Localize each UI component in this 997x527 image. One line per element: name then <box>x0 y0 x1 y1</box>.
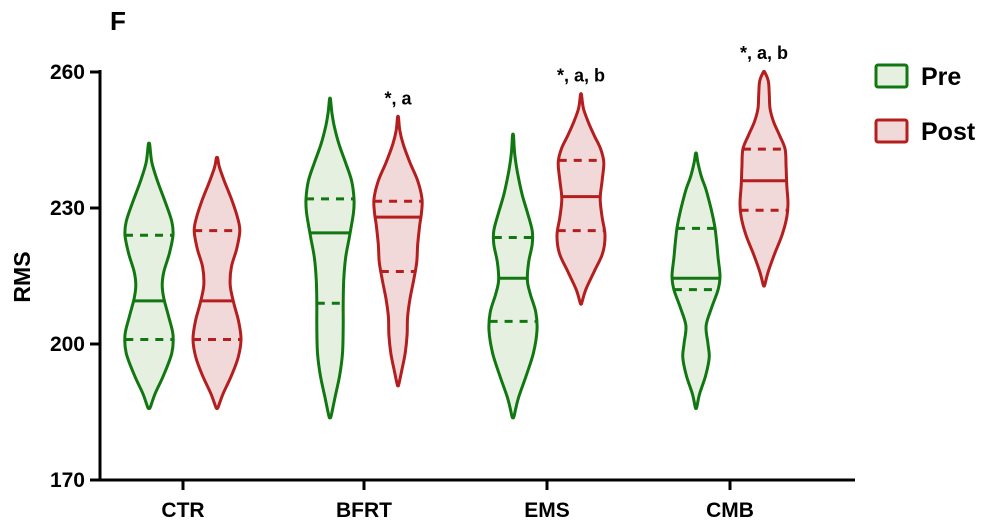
panel-label: F <box>110 6 126 36</box>
violin-body <box>555 92 607 306</box>
x-tick-label: BFRT <box>336 499 392 522</box>
legend-swatch-pre <box>874 63 909 89</box>
y-axis-label: RMS <box>9 251 35 302</box>
violin-pre-ctr <box>123 141 175 410</box>
y-tick-label: 200 <box>50 333 85 356</box>
legend-label-post: Post <box>921 118 976 146</box>
violin-body <box>191 155 243 410</box>
violin-post-bfrt <box>372 114 424 388</box>
legend-swatch-post <box>874 118 909 144</box>
violin-post-ems <box>555 92 607 306</box>
legend-item-post: Post <box>874 118 976 146</box>
x-tick-label: EMS <box>524 499 570 522</box>
significance-label: *, a, b <box>557 66 605 86</box>
legend-item-pre: Pre <box>874 63 961 91</box>
violin-pre-ems <box>487 132 539 420</box>
violin-body <box>372 114 424 388</box>
legend: Pre Post <box>874 63 976 146</box>
violin-body <box>304 96 356 420</box>
legend-label-pre: Pre <box>921 63 961 91</box>
violin-body <box>123 141 175 410</box>
significance-label: *, a, b <box>740 43 788 63</box>
y-tick-label: 170 <box>50 469 85 492</box>
y-tick-label: 230 <box>50 197 85 220</box>
x-ticks: CTR BFRT EMS CMB <box>161 480 754 522</box>
violin-post-cmb <box>738 69 790 288</box>
significance-label: *, a <box>384 88 412 108</box>
violin-body <box>670 151 722 410</box>
x-tick-label: CMB <box>706 499 754 522</box>
violin-pre-cmb <box>670 151 722 410</box>
violin-body <box>738 69 790 288</box>
x-tick-label: CTR <box>161 499 204 522</box>
violin-pre-bfrt <box>304 96 356 420</box>
y-tick-label: 260 <box>50 61 85 84</box>
violin-post-ctr <box>191 155 243 410</box>
violin-body <box>487 132 539 420</box>
significance-annotations: *, a *, a, b *, a, b <box>384 43 788 108</box>
violins-layer <box>123 69 790 420</box>
y-ticks: 170 200 230 260 <box>50 61 100 492</box>
